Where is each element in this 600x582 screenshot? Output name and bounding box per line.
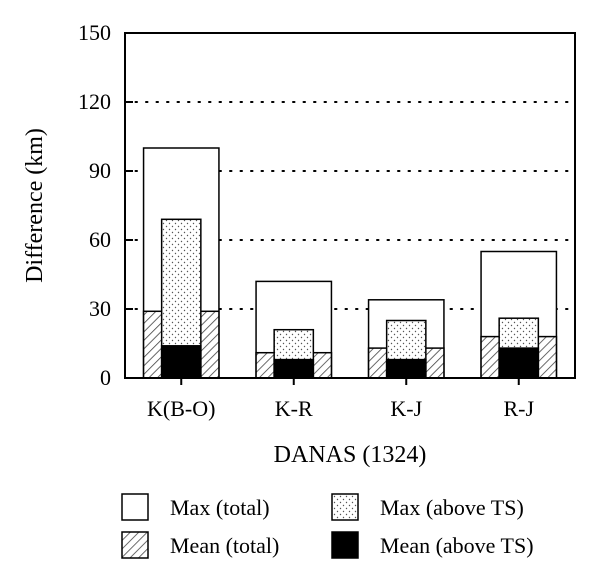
legend-label: Max (above TS) <box>380 495 524 520</box>
x-tick-label: K-J <box>390 396 422 421</box>
y-tick-label: 0 <box>100 365 111 390</box>
legend-label: Mean (above TS) <box>380 533 534 558</box>
bar-mean-above-ts <box>498 347 540 379</box>
legend-swatch <box>121 531 149 559</box>
x-axis-title: DANAS (1324) <box>274 442 427 468</box>
y-tick-label: 30 <box>89 296 111 321</box>
legend-item: Mean (above TS) <box>331 531 534 559</box>
legend-item: Max (above TS) <box>331 493 524 521</box>
x-axis-ticks: K(B-O) K-R K-J R-J <box>147 378 534 421</box>
y-axis-ticks: 0 30 60 90 120 150 <box>78 20 133 390</box>
bar-mean-above-ts <box>273 358 315 379</box>
legend-item: Max (total) <box>121 493 270 521</box>
legend: Max (total) Max (above TS) Mean (total) Mea… <box>121 493 534 559</box>
legend-swatch <box>121 493 149 521</box>
plot-frame <box>124 32 576 379</box>
x-tick-label: K-R <box>275 396 313 421</box>
legend-swatch <box>331 493 359 521</box>
legend-item: Mean (total) <box>121 531 279 559</box>
bar-mean-above-ts <box>160 345 202 379</box>
bar-group <box>255 280 333 379</box>
y-tick-label: 60 <box>89 227 111 252</box>
y-tick-label: 150 <box>78 20 111 45</box>
x-tick-label: R-J <box>503 396 534 421</box>
legend-label: Max (total) <box>170 495 270 520</box>
bars <box>142 147 558 379</box>
bar-mean-above-ts <box>385 358 427 379</box>
bar-group <box>367 299 445 379</box>
y-axis-title: Difference (km) <box>22 128 48 283</box>
x-tick-label: K(B-O) <box>147 396 215 421</box>
y-tick-label: 90 <box>89 158 111 183</box>
y-tick-label: 120 <box>78 89 111 114</box>
bar-group <box>142 147 220 379</box>
bar-group <box>480 250 558 379</box>
legend-swatch <box>331 531 359 559</box>
legend-label: Mean (total) <box>170 533 279 558</box>
